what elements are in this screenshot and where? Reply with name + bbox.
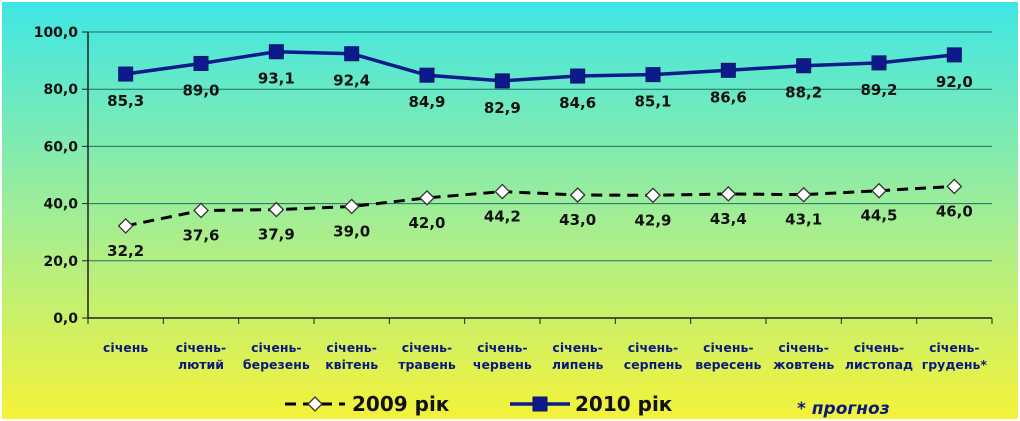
series-2010-point: [494, 73, 510, 89]
series-2009-point: [720, 185, 737, 202]
x-category-label: січень-травень: [398, 340, 456, 372]
series-2009-data-label: 32,2: [107, 242, 144, 260]
x-category-label: січень: [103, 340, 148, 355]
series-2009-data-label: 42,0: [408, 214, 445, 232]
grid: [88, 31, 992, 262]
forecast-note: * прогноз: [797, 399, 890, 419]
series-2010-point: [193, 55, 209, 71]
series-2009-point: [419, 189, 435, 206]
x-category-label: січень-липень: [552, 340, 604, 372]
y-axis-ticks: 0,0 20,0 40,0 60,0 80,0 100,0: [34, 25, 79, 327]
x-category-label: січень-червень: [473, 340, 532, 372]
y-tick-label: 60,0: [43, 139, 78, 155]
x-axis-categories: січень січень-лютий січень-березень січень-…: [103, 340, 987, 372]
series-2010-point: [419, 67, 435, 83]
series-2010-data-label: 89,2: [860, 81, 897, 99]
x-category-label: січень-грудень*: [922, 340, 988, 372]
series-2009-point: [946, 178, 963, 195]
series-2009-data-label: 43,1: [785, 211, 822, 229]
series-2010-data-label: 85,1: [634, 93, 671, 111]
x-category-label: січень-березень: [243, 340, 310, 372]
series-2009-point: [343, 198, 360, 215]
legend-2010-marker: [532, 396, 548, 412]
series-2009-point: [117, 217, 134, 234]
series-2009-data-label: 46,0: [936, 202, 973, 220]
series-2010-data-label: 84,6: [559, 94, 596, 112]
legend-2009-marker: [307, 396, 323, 412]
series-2010-data-label: 84,9: [408, 93, 445, 111]
series-2009-point: [795, 186, 812, 203]
series-2009-data-label: 37,9: [258, 226, 295, 244]
x-category-label: січень-листопад: [845, 340, 913, 372]
series-2009-point: [268, 201, 285, 218]
series-2010-point: [118, 66, 134, 82]
series-2009-point: [193, 202, 209, 219]
series-2009-point: [871, 182, 887, 199]
series-2010-data-label: 92,0: [936, 73, 973, 91]
x-category-label: січень-вересень: [695, 340, 761, 372]
x-category-label: січень-серпень: [624, 340, 683, 372]
y-tick-label: 80,0: [43, 82, 78, 98]
series-2009-data-label: 37,6: [182, 226, 219, 244]
series-2010-data-label: 86,6: [710, 88, 747, 106]
series-2010-line: [125, 49, 955, 83]
legend-2009-label: 2009 рік: [352, 392, 450, 416]
axes: [82, 31, 993, 324]
series-2010-point: [946, 47, 962, 63]
series-2010-data-label: 92,4: [333, 72, 370, 90]
series-2009-data-label: 44,2: [484, 208, 521, 226]
series-2010-data-label: 82,9: [484, 99, 521, 117]
series-2010-data-label: 85,3: [107, 92, 144, 110]
series-2010-point: [796, 58, 812, 74]
y-tick-label: 100,0: [34, 25, 79, 41]
series-2010-point: [645, 67, 661, 83]
legend-2010-label: 2010 рік: [575, 392, 673, 416]
series-2010-data-label: 93,1: [258, 70, 295, 88]
series-2010-point: [720, 62, 736, 78]
x-category-label: січень-лютий: [176, 340, 226, 372]
series-2009-line: [125, 184, 955, 228]
series-2009-data-label: 43,4: [710, 210, 747, 228]
legend: 2009 рік 2010 рік * прогноз: [285, 392, 890, 419]
y-tick-label: 20,0: [43, 254, 78, 270]
x-category-label: січень-квітень: [325, 340, 378, 372]
series-2009-point: [645, 187, 661, 204]
y-tick-label: 40,0: [43, 197, 78, 213]
series-2010-point: [871, 55, 887, 71]
series-2009-point: [569, 187, 586, 203]
series-2010-point: [344, 46, 360, 62]
series-2009-data-label: 43,0: [559, 211, 596, 229]
series-2010-point: [268, 44, 284, 60]
series-2009-data-label: 39,0: [333, 222, 370, 240]
x-category-label: січень-жовтень: [773, 340, 834, 372]
series-2009-data-label: 42,9: [634, 211, 671, 229]
series-2009-data-label: 44,5: [860, 207, 897, 225]
series-2010-data-label: 89,0: [182, 81, 219, 99]
series-2009-point: [494, 183, 511, 200]
series: [117, 44, 963, 234]
series-2010-point: [570, 68, 586, 84]
series-2010-data-label: 88,2: [785, 84, 822, 102]
data-labels: 32,2 37,6 37,9 39,0 42,0 44,2 43,0 42,9 43,4 43,1…: [107, 70, 973, 260]
y-tick-label: 0,0: [53, 311, 78, 327]
